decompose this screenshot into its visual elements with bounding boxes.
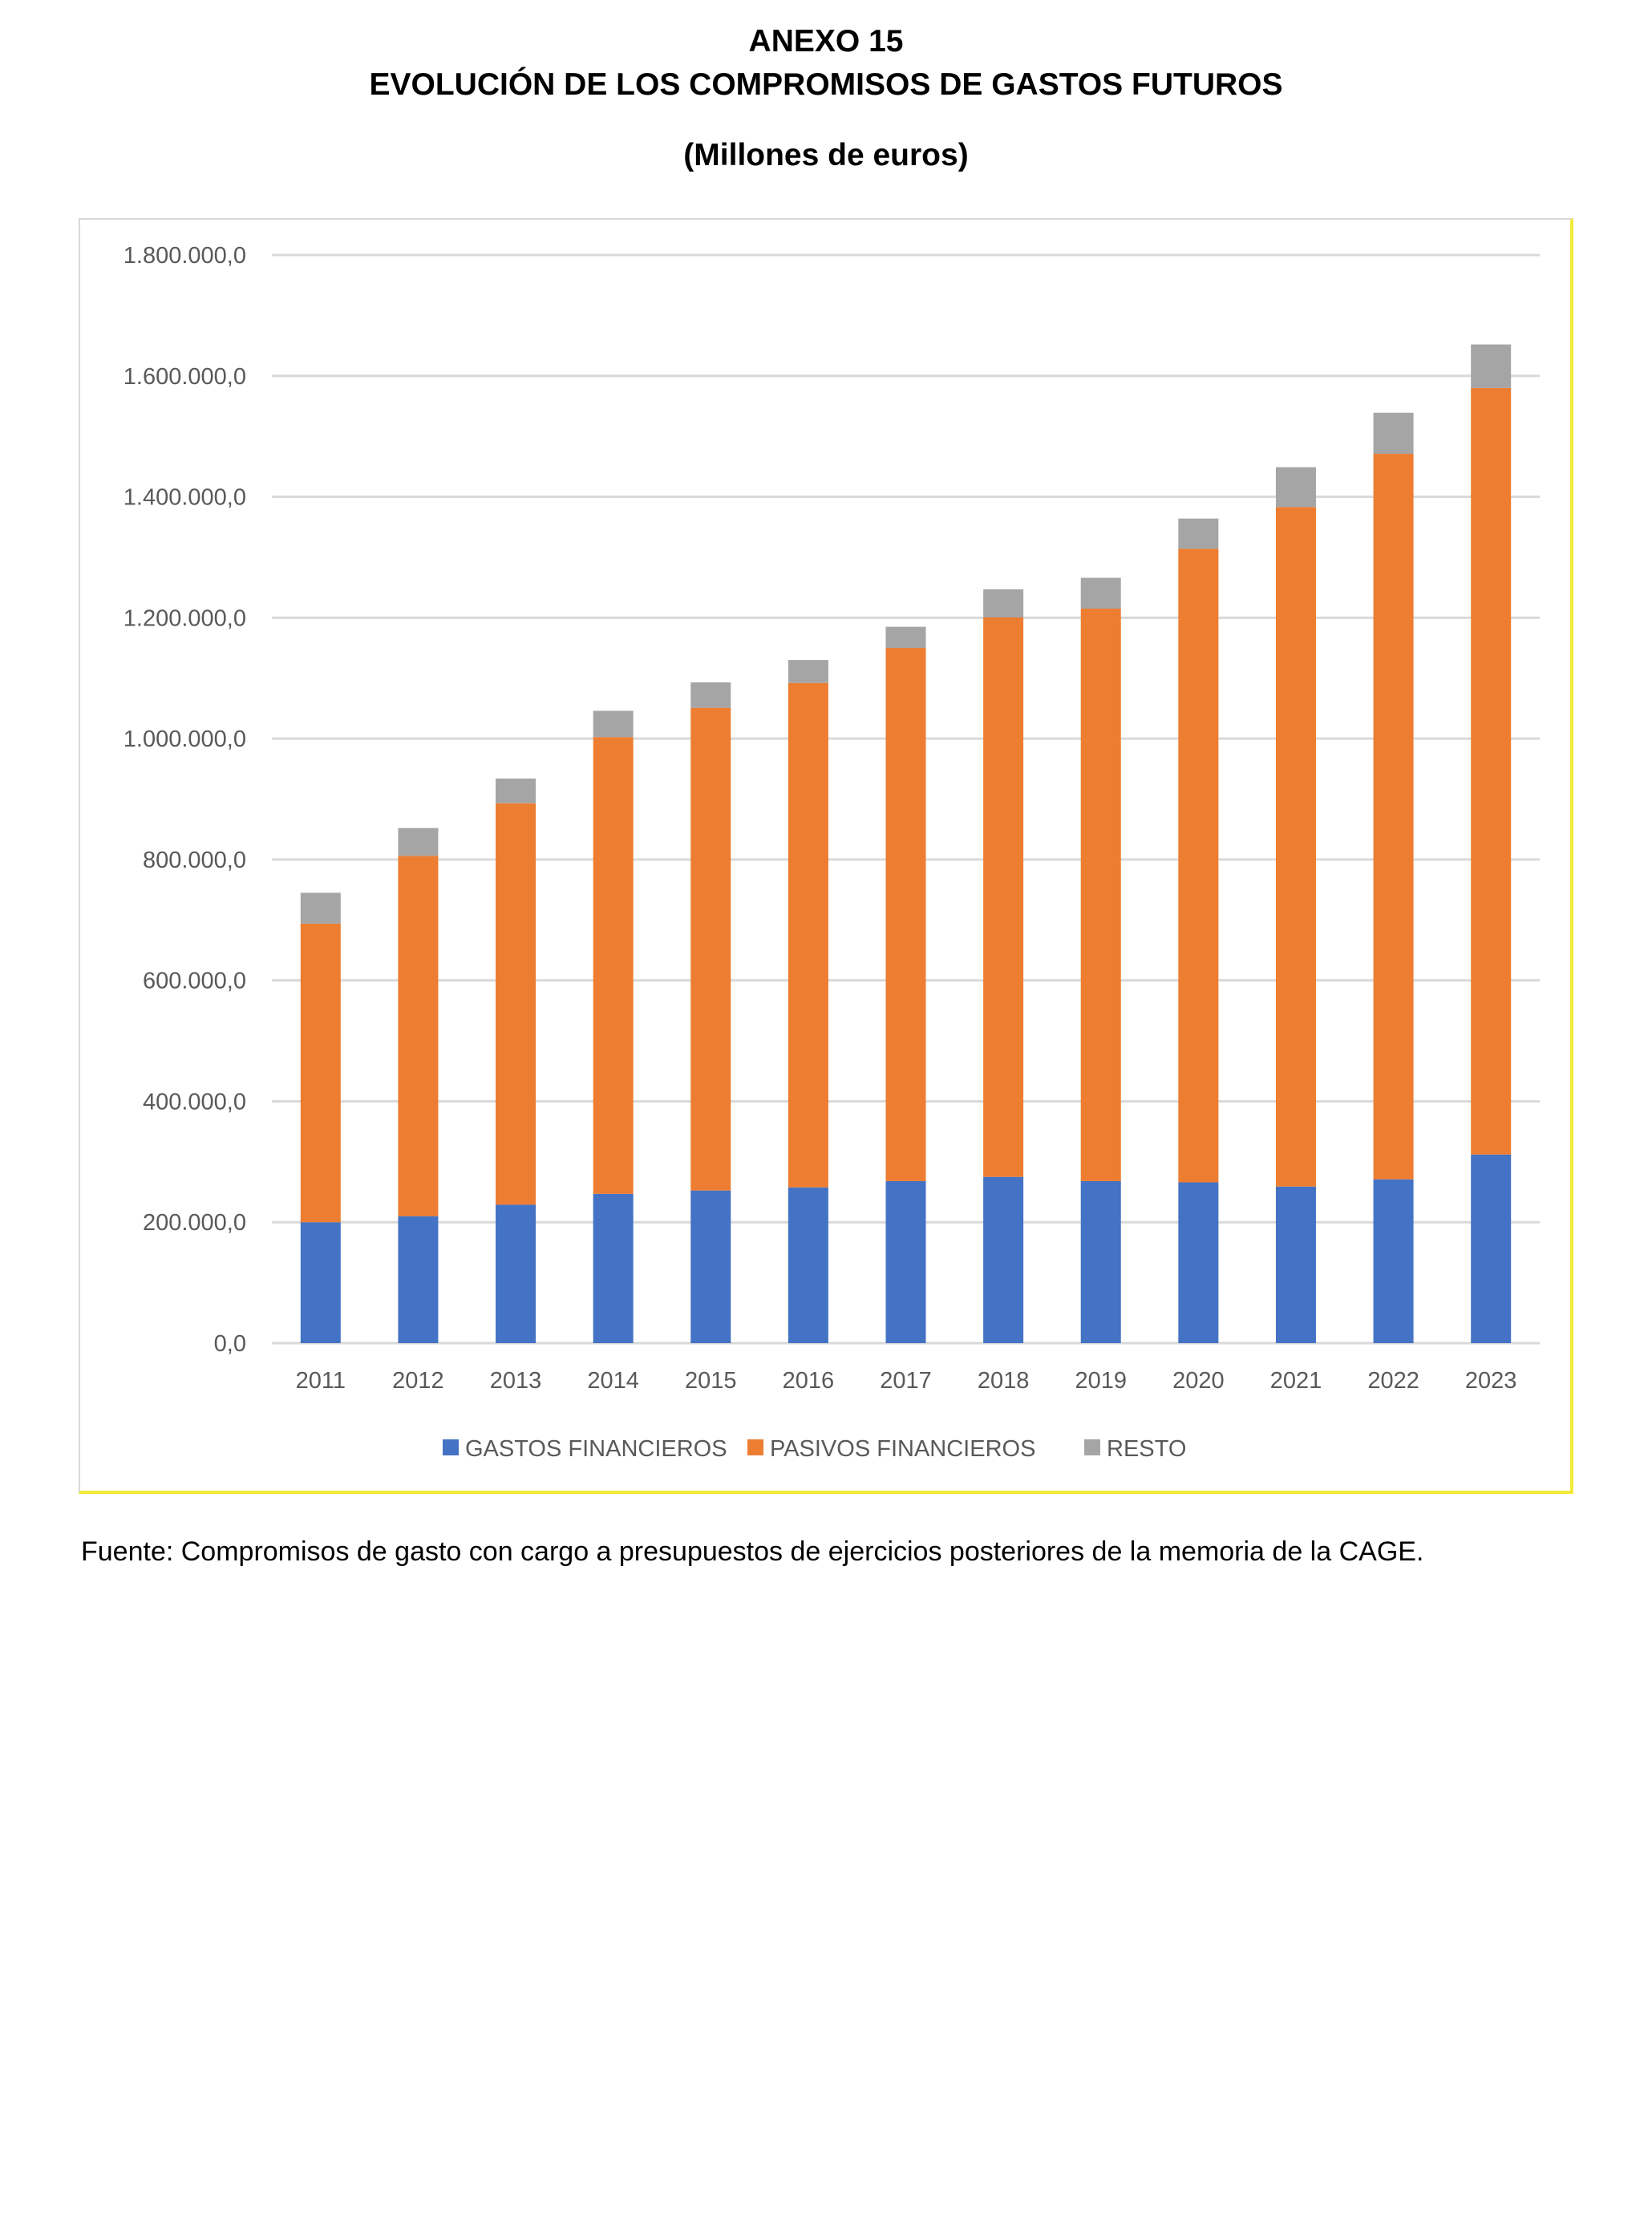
bar-resto (398, 828, 439, 856)
y-tick-label: 1.800.000,0 (123, 243, 246, 269)
bar-pasivos-financieros (983, 617, 1024, 1177)
bar-gastos-financieros (398, 1216, 439, 1343)
bar-pasivos-financieros (1178, 548, 1219, 1183)
y-tick-label: 600.000,0 (143, 969, 246, 994)
chart-frame: 0,0 200.000,0 400.000,0 600.000,0 800.000,0 1… (79, 218, 1573, 1494)
x-tick-label: 2017 (880, 1368, 932, 1394)
x-tick-label: 2011 (296, 1368, 346, 1394)
bar-gastos-financieros (300, 1222, 341, 1343)
bar-resto (593, 710, 634, 738)
y-tick-label: 1.400.000,0 (123, 485, 246, 511)
y-tick-label: 400.000,0 (143, 1089, 246, 1115)
x-tick-label: 2016 (783, 1368, 835, 1394)
bar-pasivos-financieros (300, 923, 341, 1223)
x-tick-label: 2015 (685, 1368, 737, 1394)
stacked-bar-chart: 0,0 200.000,0 400.000,0 600.000,0 800.000,0 1… (123, 243, 1540, 1462)
legend-label: PASIVOS FINANCIEROS (770, 1436, 1035, 1462)
x-tick-label: 2023 (1465, 1368, 1517, 1394)
bar-gastos-financieros (1471, 1154, 1512, 1343)
source-note: Fuente: Compromisos de gasto con cargo a… (81, 1536, 1424, 1567)
y-tick-label: 1.200.000,0 (123, 605, 246, 631)
bar-resto (300, 892, 341, 924)
y-tick-label: 1.600.000,0 (123, 364, 246, 390)
bar-gastos-financieros (1275, 1186, 1316, 1343)
bar-pasivos-financieros (1080, 609, 1121, 1181)
bar-pasivos-financieros (788, 682, 828, 1188)
legend-swatch (443, 1439, 459, 1455)
bar-gastos-financieros (788, 1187, 828, 1343)
bar-pasivos-financieros (885, 648, 926, 1181)
bar-pasivos-financieros (1275, 507, 1316, 1187)
bar-resto (1471, 344, 1512, 388)
bar-gastos-financieros (496, 1204, 536, 1343)
bar-pasivos-financieros (1373, 454, 1414, 1180)
bar-pasivos-financieros (496, 803, 536, 1205)
bar-resto (788, 660, 828, 683)
y-tick-label: 0,0 (214, 1331, 246, 1357)
bar-pasivos-financieros (1471, 387, 1512, 1155)
units-subtitle: (Millones de euros) (683, 138, 969, 172)
y-tick-label: 800.000,0 (143, 848, 246, 873)
x-tick-label: 2022 (1367, 1368, 1419, 1394)
x-tick-label: 2021 (1270, 1368, 1322, 1394)
bar-pasivos-financieros (593, 737, 634, 1194)
legend-label: RESTO (1107, 1436, 1186, 1462)
x-tick-label: 2013 (490, 1368, 542, 1394)
y-tick-label: 1.000.000,0 (123, 726, 246, 752)
legend-label: GASTOS FINANCIEROS (465, 1436, 727, 1462)
legend-swatch (1084, 1439, 1100, 1455)
bar-resto (983, 589, 1024, 617)
bar-resto (1373, 412, 1414, 455)
legend-swatch (747, 1439, 763, 1455)
bar-gastos-financieros (1178, 1182, 1219, 1343)
bar-resto (1275, 467, 1316, 508)
bar-pasivos-financieros (398, 856, 439, 1216)
bar-resto (496, 778, 536, 803)
bar-gastos-financieros (885, 1180, 926, 1343)
bar-gastos-financieros (1373, 1179, 1414, 1343)
x-tick-label: 2018 (978, 1368, 1030, 1394)
x-tick-label: 2012 (392, 1368, 444, 1394)
bar-gastos-financieros (690, 1190, 731, 1343)
bar-resto (1178, 518, 1219, 549)
bar-pasivos-financieros (690, 707, 731, 1191)
bar-gastos-financieros (593, 1193, 634, 1343)
x-tick-label: 2019 (1075, 1368, 1127, 1394)
bar-gastos-financieros (983, 1176, 1024, 1343)
y-tick-label: 200.000,0 (143, 1210, 246, 1236)
bar-gastos-financieros (1080, 1180, 1121, 1343)
bar-resto (690, 682, 731, 708)
x-tick-label: 2014 (587, 1368, 639, 1394)
bar-resto (885, 626, 926, 649)
annex-number: ANEXO 15 (748, 24, 904, 59)
x-tick-label: 2020 (1172, 1368, 1225, 1394)
page-title: EVOLUCIÓN DE LOS COMPROMISOS DE GASTOS F… (369, 67, 1283, 102)
bar-resto (1080, 577, 1121, 609)
